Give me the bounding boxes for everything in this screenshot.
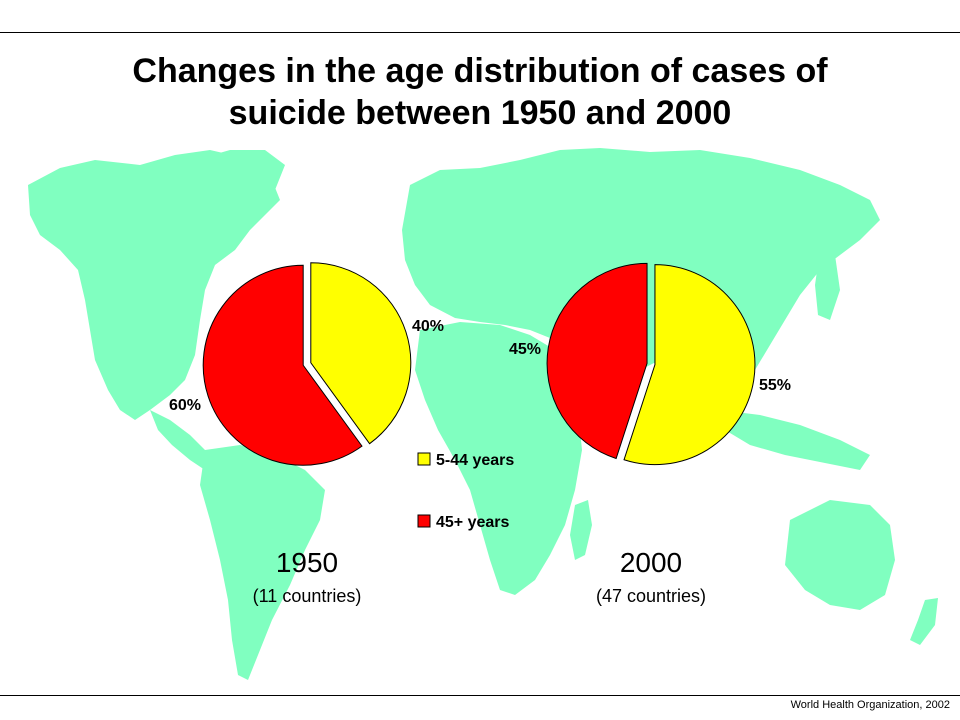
pie-slice-45+-years [546,262,648,460]
legend-label: 45+ years [436,514,510,531]
legend-label: 5-44 years [436,452,514,469]
legend-swatch [417,452,431,466]
slice-percent-label: 60% [169,397,201,414]
africa-landmass [415,322,582,595]
greenland-landmass [195,150,285,208]
pie-chart-2000: 55% 45% 2000 (47 countries) [509,262,791,606]
pie-year-label: 2000 [620,547,682,578]
new-zealand-landmass [910,598,938,645]
legend-swatch [417,514,431,528]
slice-percent-label: 55% [759,377,791,394]
pie-country-count-label: (47 countries) [596,586,706,606]
slice-percent-label: 45% [509,341,541,358]
pie-country-count-label: (11 countries) [253,586,362,606]
slice-percent-label: 40% [412,318,444,335]
bottom-rule [0,695,960,696]
pie-slice-5-44-years [623,264,756,466]
central-america-landmass [150,410,215,470]
legend: 5-44 years 45+ years [417,452,514,531]
southeast-asia-islands [720,410,870,470]
japan-landmass [815,250,840,320]
south-america-landmass [200,445,325,680]
north-america-landmass [28,150,280,420]
pie-year-label: 1950 [276,547,338,578]
top-rule [0,32,960,33]
pie-slice-5-44-years [310,262,412,445]
madagascar-landmass [570,500,592,560]
pie-slice-45+-years [202,264,363,466]
credit-text: World Health Organization, 2002 [790,699,950,711]
slide-title: Changes in the age distribution of cases… [132,52,828,132]
australia-landmass [785,500,895,610]
pie-chart-1950: 40% 60% 1950 (11 countries) [169,262,444,606]
